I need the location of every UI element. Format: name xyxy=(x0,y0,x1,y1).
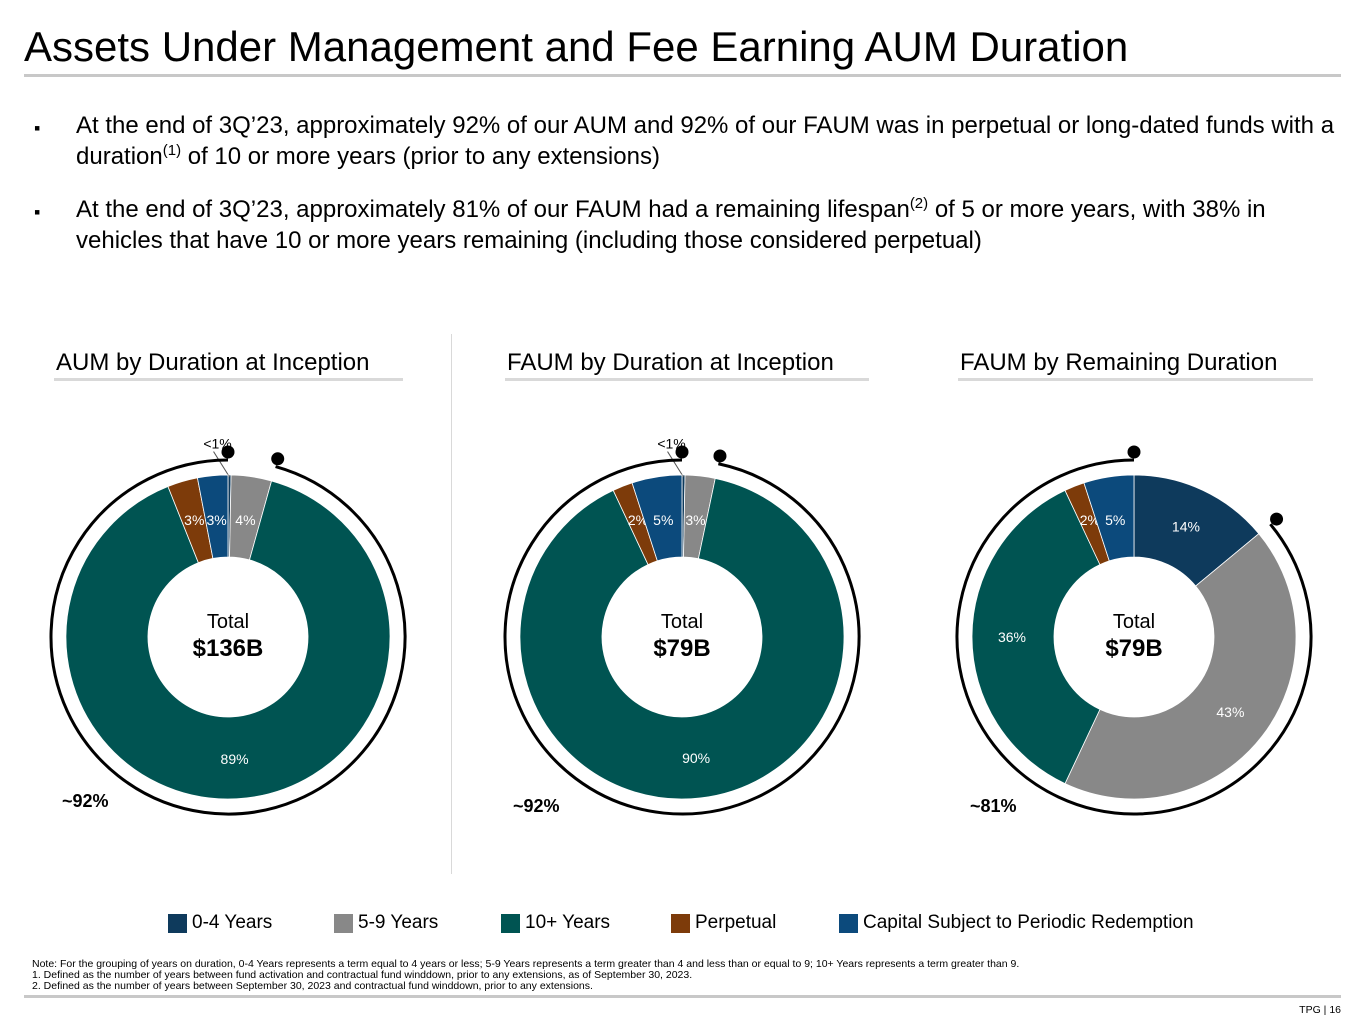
legend-swatch xyxy=(501,913,520,933)
chart-2-bracket-label: ~92% xyxy=(513,796,560,816)
bullet-2: At the end of 3Q’23, approximately 81% o… xyxy=(76,194,1336,256)
chart-3-bracket-label: ~81% xyxy=(970,796,1017,816)
chart-1-title-rule xyxy=(54,378,403,381)
legend-swatch xyxy=(334,913,353,933)
bullet-marker: ▪ xyxy=(34,118,41,138)
chart-1-center-label: Total xyxy=(207,611,249,633)
legend-label: 10+ Years xyxy=(525,912,611,933)
chart-2-label-leader xyxy=(667,451,684,478)
legend-label: Capital Subject to Periodic Redemption xyxy=(863,912,1194,933)
chart-3-slice-5-9-years xyxy=(1064,533,1297,800)
chart-3-bracket-end-dot xyxy=(1270,512,1284,526)
chart-2-title-rule xyxy=(505,378,869,381)
chart-2-label-10-plus-years: 90% xyxy=(682,750,710,766)
chart-1-label-leader xyxy=(213,451,230,478)
chart-3-bracket-arc xyxy=(955,458,1313,816)
footnote-note: Note: For the grouping of years on durat… xyxy=(32,958,1020,970)
chart-1-label-10-plus-years: 89% xyxy=(221,751,249,767)
chart-1-bracket-arc xyxy=(49,458,407,816)
title-rule xyxy=(24,74,1341,77)
chart-3-label-0-4-years: 14% xyxy=(1172,519,1200,535)
chart-1-center-value: $136B xyxy=(193,635,264,662)
chart-3-title: FAUM by Remaining Duration xyxy=(960,349,1278,376)
chart-2-slice-10-plus-years xyxy=(519,477,845,800)
legend-item-10-plus-years: 10+ Years xyxy=(501,912,610,934)
bullet-1-text-a: At the end of 3Q’23, approximately 92% o… xyxy=(76,112,1335,170)
page-title: Assets Under Management and Fee Earning … xyxy=(24,23,1129,70)
bullet-2-text-b: of 5 or more years, with 38% in vehicles… xyxy=(76,196,1266,254)
chart-2-title: FAUM by Duration at Inception xyxy=(507,349,834,376)
chart-1-bracket-end-dot xyxy=(271,452,285,466)
bullet-1-text-b: of 10 or more years (prior to any extens… xyxy=(181,143,660,170)
chart-3-label-capital-subject-to-periodic-redemption: 5% xyxy=(1105,512,1125,528)
footnote-1: 1. Defined as the number of years betwee… xyxy=(32,969,693,981)
chart-3-label-10-plus-years: 36% xyxy=(998,629,1026,645)
chart-2-label-capital-subject-to-periodic-redemption: 5% xyxy=(653,512,673,528)
bullet-2-text-a: At the end of 3Q’23, approximately 81% o… xyxy=(76,196,910,223)
legend-item-perpetual: Perpetual xyxy=(671,912,776,934)
footnote-2: 2. Defined as the number of years betwee… xyxy=(32,980,593,992)
chart-2-center-label: Total xyxy=(661,611,703,633)
chart-3-slice-10-plus-years xyxy=(971,489,1101,785)
legend-item-capital-subject-to-periodic-redemption: Capital Subject to Periodic Redemption xyxy=(839,912,1194,934)
footnote-ref-1: (1) xyxy=(162,142,182,159)
legend-swatch xyxy=(839,913,858,933)
chart-2-label-5-9-years: 3% xyxy=(685,512,705,528)
legend-swatch xyxy=(671,913,690,933)
chart-3-center-value: $79B xyxy=(1105,635,1162,662)
legend-item-0-4-years: 0-4 Years xyxy=(168,912,272,934)
chart-2-bracket-arc xyxy=(503,458,861,816)
chart-2-center-value: $79B xyxy=(653,635,710,662)
chart-2-bracket-start-dot xyxy=(675,445,689,459)
chart-3-bracket-start-dot xyxy=(1127,445,1141,459)
legend-swatch xyxy=(168,913,187,933)
chart-1-bracket-start-dot xyxy=(221,445,235,459)
chart-1-label-capital-subject-to-periodic-redemption: 3% xyxy=(207,512,227,528)
chart-1-slice-10-plus-years xyxy=(65,480,391,800)
chart-2-slice-capital-subject-to-periodic-redemption xyxy=(631,474,683,562)
page-footer: TPG | 16 xyxy=(1299,1004,1341,1016)
chart-3-slice-capital-subject-to-periodic-redemption xyxy=(1083,474,1135,562)
legend-label: Perpetual xyxy=(695,912,777,933)
legend-label: 5-9 Years xyxy=(358,912,439,933)
bullet-1: At the end of 3Q’23, approximately 92% o… xyxy=(76,110,1336,172)
chart-3-title-rule xyxy=(958,378,1313,381)
chart-2-bracket-end-dot xyxy=(713,449,727,463)
footer-rule xyxy=(24,995,1341,998)
legend-label: 0-4 Years xyxy=(192,912,273,933)
chart-divider xyxy=(451,334,452,874)
chart-1-bracket-label: ~92% xyxy=(62,791,109,811)
chart-1-title: AUM by Duration at Inception xyxy=(56,349,370,376)
chart-1-label-perpetual: 3% xyxy=(184,512,204,528)
bullet-marker: ▪ xyxy=(34,202,41,222)
chart-3-label-5-9-years: 43% xyxy=(1216,704,1244,720)
chart-1-slice-capital-subject-to-periodic-redemption xyxy=(196,474,229,559)
footnote-ref-2: (2) xyxy=(909,195,929,212)
chart-3-center-label: Total xyxy=(1113,611,1155,633)
chart-1-label-5-9-years: 4% xyxy=(235,512,255,528)
legend-item-5-9-years: 5-9 Years xyxy=(334,912,438,934)
